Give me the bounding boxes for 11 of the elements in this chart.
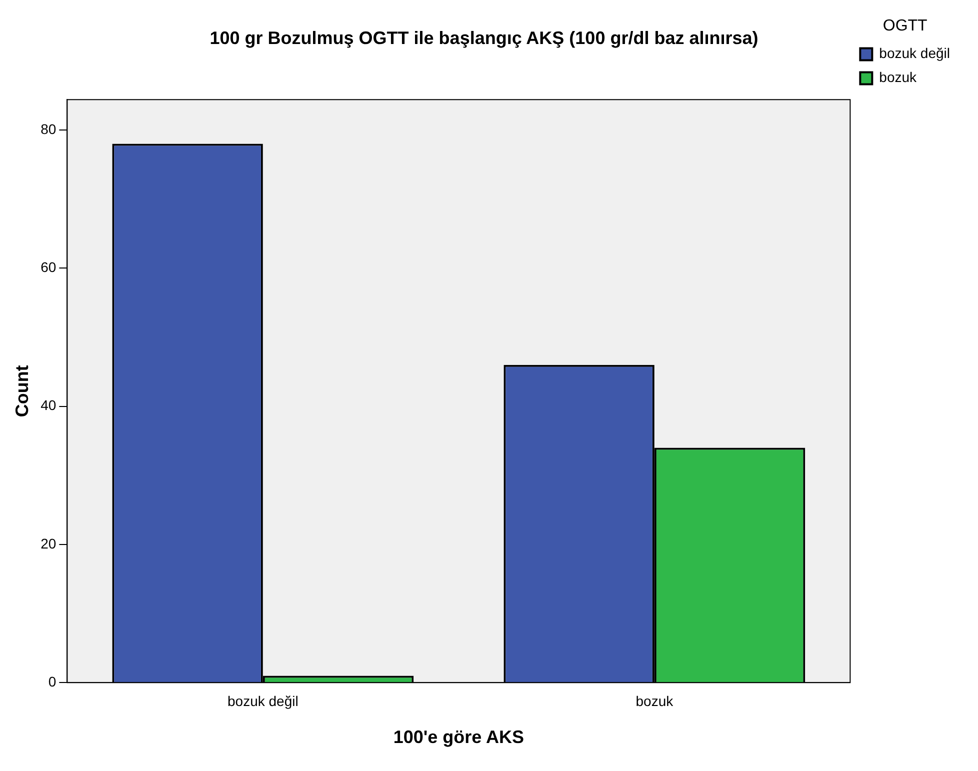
legend-label: bozuk değil (879, 45, 950, 62)
y-tick-label: 0 (48, 673, 56, 690)
y-tick-label: 20 (40, 535, 56, 552)
y-axis-title: Count (12, 365, 32, 418)
y-tick-label: 80 (40, 120, 56, 137)
x-axis-title: 100'e göre AKS (393, 727, 524, 748)
y-tick-label: 40 (40, 397, 56, 414)
legend-label: bozuk (879, 69, 918, 86)
legend-title: OGTT (882, 17, 928, 34)
chart-title: 100 gr Bozulmuş OGTT ile başlangıç AKŞ (100 gr/dl baz alınırsa) (210, 28, 758, 48)
y-tick-label: 60 (40, 259, 56, 276)
